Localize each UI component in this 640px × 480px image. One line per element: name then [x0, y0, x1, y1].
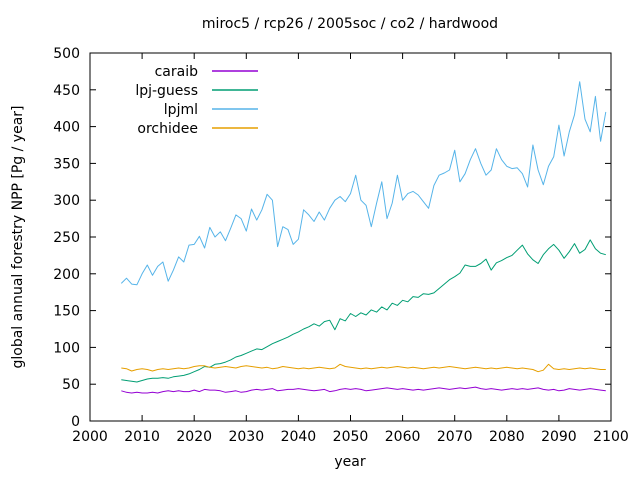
x-axis-label: year: [334, 454, 365, 470]
y-tick-label: 150: [53, 304, 80, 320]
legend: caraib lpj-guess lpjml orchidee: [135, 64, 258, 137]
series-line-lpj-guess: [121, 239, 606, 383]
x-tick-label: 2030: [228, 429, 264, 445]
y-tick-label: 100: [53, 340, 80, 356]
y-tick-label: 500: [53, 46, 80, 62]
x-tick-label: 2040: [281, 429, 317, 445]
x-tick-label: 2100: [593, 429, 629, 445]
series-line-lpjml: [120, 81, 607, 286]
legend-label-orchidee: orchidee: [137, 121, 198, 137]
x-tick-label: 2080: [489, 429, 525, 445]
y-tick-label: 450: [53, 83, 80, 99]
series-line-orchidee: [121, 363, 606, 373]
legend-label-lpj-guess: lpj-guess: [135, 83, 198, 99]
x-tick-label: 2090: [541, 429, 577, 445]
y-axis-label: global annual forestry NPP [Pg / year]: [10, 105, 26, 368]
y-tick-label: 400: [53, 120, 80, 136]
y-tick-label: 350: [53, 156, 80, 172]
y-tick-label: 250: [53, 230, 80, 246]
legend-label-lpjml: lpjml: [164, 102, 198, 118]
data-series: [120, 81, 607, 394]
x-tick-label: 2010: [124, 429, 160, 445]
x-tick-label: 2050: [333, 429, 369, 445]
x-tick-label: 2060: [385, 429, 421, 445]
series-line-caraib: [121, 386, 606, 394]
chart-title: miroc5 / rcp26 / 2005soc / co2 / hardwoo…: [202, 16, 498, 32]
y-tick-label: 0: [71, 414, 80, 430]
x-tick-label: 2020: [176, 429, 212, 445]
x-tick-label: 2070: [437, 429, 473, 445]
y-tick-label: 300: [53, 193, 80, 209]
y-tick-label: 50: [62, 377, 80, 393]
y-tick-label: 200: [53, 267, 80, 283]
legend-label-caraib: caraib: [155, 64, 199, 80]
x-tick-label: 2000: [72, 429, 108, 445]
axis-ticks: 2000 2010 2020 2030 2040 2050 2060 2070 2080 2090…: [53, 46, 629, 445]
